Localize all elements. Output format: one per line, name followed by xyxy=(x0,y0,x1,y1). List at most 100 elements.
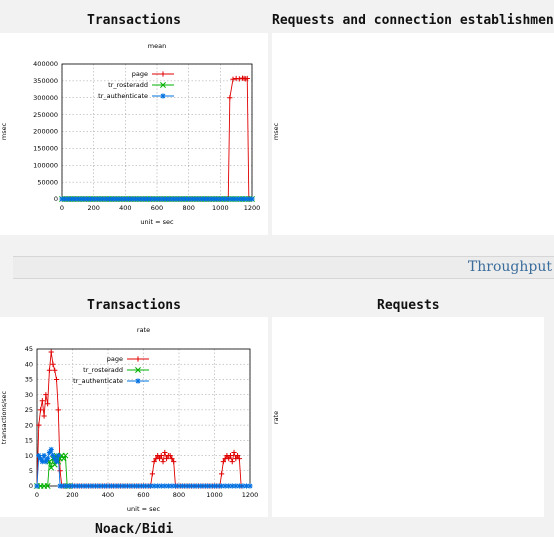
data-point xyxy=(154,196,160,202)
data-point xyxy=(41,413,47,419)
data-point xyxy=(129,196,135,202)
data-point xyxy=(36,422,42,428)
data-point xyxy=(103,196,109,202)
chart-requests-rate: rate020040060080010001200051015202530354… xyxy=(272,411,280,424)
legend-label-tr_rosteradd: tr_rosteradd xyxy=(83,366,123,374)
chart-requests-mean: mean020040060080010001200050000100000150… xyxy=(272,122,280,140)
section-title-requests-connection: Requests and connection establishment xyxy=(272,13,554,28)
data-point xyxy=(205,196,211,202)
data-point xyxy=(194,483,200,489)
y-axis-label: rate xyxy=(272,411,280,424)
y-tick-label: 40 xyxy=(25,360,33,368)
data-point xyxy=(116,483,122,489)
data-point xyxy=(41,452,47,459)
data-point xyxy=(87,483,93,489)
data-point xyxy=(233,483,239,489)
y-tick-label: 0 xyxy=(54,195,58,203)
y-axis-label: transactions/sec xyxy=(0,390,8,444)
data-point xyxy=(119,483,125,489)
data-point xyxy=(80,483,86,489)
data-point xyxy=(149,471,155,477)
data-point xyxy=(130,483,136,489)
data-point xyxy=(201,196,208,202)
data-point xyxy=(158,483,164,489)
data-point xyxy=(190,483,196,489)
data-point xyxy=(141,196,147,202)
data-point xyxy=(53,459,60,465)
data-point xyxy=(219,471,225,477)
data-point xyxy=(52,456,58,462)
data-point xyxy=(167,452,173,459)
data-point xyxy=(171,459,177,465)
data-point xyxy=(155,483,161,489)
data-point xyxy=(220,459,226,465)
data-point xyxy=(84,483,90,489)
data-point xyxy=(244,75,250,82)
data-point xyxy=(138,196,144,202)
chart-transactions-rate: rate 0 200 400 600 800 1000 1200 0 5 10 15 20 25 30 35 4… xyxy=(0,326,259,513)
data-point xyxy=(160,459,166,465)
x-tick-label: 0 xyxy=(35,491,39,499)
data-point xyxy=(45,456,51,462)
data-point xyxy=(105,483,111,489)
data-point xyxy=(87,196,94,202)
x-tick-label: 1000 xyxy=(212,204,229,212)
data-point xyxy=(37,456,44,462)
legend-label-tr_rosteradd: tr_rosteradd xyxy=(108,81,148,89)
y-tick-label: 250000 xyxy=(33,111,58,119)
data-point xyxy=(151,459,157,465)
data-point xyxy=(65,196,71,202)
y-tick-label: 20 xyxy=(25,421,33,429)
data-point xyxy=(215,483,221,489)
x-tick-label: 800 xyxy=(173,491,185,499)
data-point xyxy=(52,367,58,373)
y-tick-label: 300000 xyxy=(33,94,58,102)
data-point xyxy=(122,196,128,202)
data-point xyxy=(186,196,192,202)
chart-transactions-mean: mean 0 200 400 600 800 1000 1200 0 50000 100000 150… xyxy=(0,42,260,226)
data-point xyxy=(227,452,234,459)
legend-marker-tr_authenticate xyxy=(160,93,166,99)
data-point xyxy=(198,196,204,202)
data-point xyxy=(55,407,61,413)
y-axis-label: msec xyxy=(0,122,8,140)
data-point xyxy=(247,483,253,489)
data-point xyxy=(249,196,255,202)
data-point xyxy=(236,76,242,82)
data-point xyxy=(39,398,45,404)
legend-label-tr_authenticate: tr_authenticate xyxy=(98,92,148,100)
data-point xyxy=(135,196,141,202)
data-point xyxy=(133,483,139,489)
data-point xyxy=(48,446,54,453)
x-tick-label: 200 xyxy=(66,491,78,499)
data-point xyxy=(176,196,182,202)
data-point xyxy=(151,196,157,202)
data-point xyxy=(158,452,164,459)
data-point xyxy=(126,483,132,489)
data-point xyxy=(243,196,249,202)
data-point xyxy=(132,196,138,202)
data-point xyxy=(230,76,236,82)
x-tick-label: 600 xyxy=(137,491,149,499)
data-point xyxy=(220,196,227,202)
x-tick-label: 0 xyxy=(60,204,64,212)
data-point xyxy=(125,196,132,202)
data-point xyxy=(229,459,235,465)
data-point xyxy=(78,196,84,202)
data-point xyxy=(34,483,40,489)
chart-panel-requests-rate: rate020040060080010001200051015202530354… xyxy=(272,317,544,517)
data-point xyxy=(73,483,79,489)
data-point xyxy=(36,452,42,459)
data-point xyxy=(37,407,44,413)
data-point xyxy=(197,483,203,489)
y-tick-label: 30 xyxy=(25,391,33,399)
data-point xyxy=(39,459,45,465)
y-axis-label: msec xyxy=(272,122,280,140)
data-point xyxy=(208,196,214,202)
x-tick-label: 1200 xyxy=(242,491,259,499)
data-point xyxy=(60,455,67,462)
data-point xyxy=(236,456,242,462)
data-point xyxy=(227,95,233,101)
data-point xyxy=(230,196,236,202)
data-point xyxy=(239,196,246,202)
